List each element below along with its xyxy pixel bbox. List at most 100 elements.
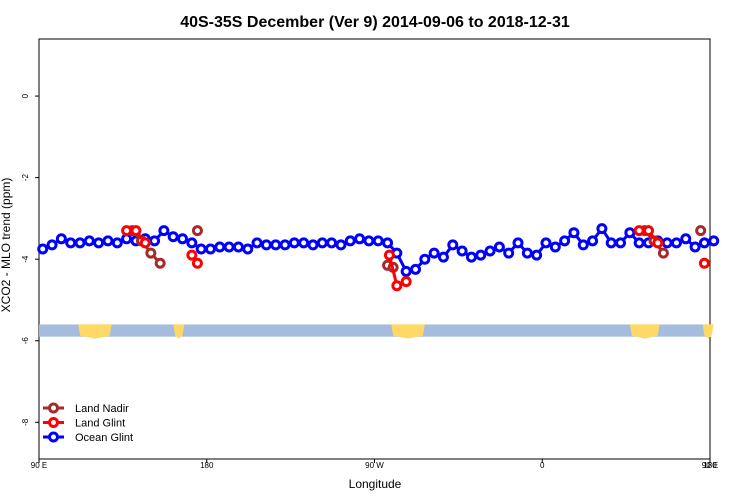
- data-point: [400, 265, 412, 277]
- series-land-glint: [121, 225, 710, 292]
- data-point: [191, 225, 203, 237]
- y-tick-label: -4: [21, 255, 30, 263]
- land-patch-south-america: [391, 324, 425, 339]
- data-point: [83, 235, 95, 247]
- data-point: [102, 235, 114, 247]
- data-point: [652, 237, 664, 249]
- data-point: [55, 233, 67, 245]
- data-point: [149, 235, 161, 247]
- data-point: [531, 249, 543, 261]
- data-point: [65, 237, 77, 249]
- data-point: [145, 247, 157, 259]
- y-tick-label: 0: [21, 93, 30, 98]
- data-point: [437, 251, 449, 263]
- data-point: [633, 237, 645, 249]
- x-tick-label: 90 W: [365, 461, 384, 470]
- land-patch-nz: [173, 324, 185, 339]
- data-point: [270, 239, 282, 251]
- y-tick-label: -2: [21, 174, 30, 182]
- legend-label: Land Nadir: [75, 403, 129, 415]
- data-point: [154, 257, 166, 269]
- x-tick-label: 90 E: [31, 461, 47, 470]
- data-point: [298, 237, 310, 249]
- land-patch-australia-2: [629, 324, 660, 339]
- data-point: [288, 237, 300, 249]
- plot-frame: [38, 38, 711, 460]
- data-point: [708, 235, 720, 247]
- data-point: [335, 239, 347, 251]
- data-point: [316, 237, 328, 249]
- y-tick-label: -6: [21, 337, 30, 345]
- data-point: [214, 241, 226, 253]
- data-point: [680, 233, 692, 245]
- data-point: [223, 241, 235, 253]
- data-point: [195, 243, 207, 255]
- data-point: [410, 263, 422, 275]
- data-point: [484, 245, 496, 257]
- x-tick-label: 180: [703, 461, 717, 470]
- data-point: [177, 233, 189, 245]
- data-point: [493, 241, 505, 253]
- data-point: [661, 237, 673, 249]
- legend: Land Nadir Land Glint Ocean Glint: [43, 402, 133, 444]
- land-ocean-band: [39, 324, 714, 339]
- data-point: [670, 237, 682, 249]
- data-point: [695, 225, 707, 237]
- data-point: [605, 237, 617, 249]
- legend-marker: [48, 417, 59, 428]
- y-axis: 0 -2 -4 -6 -8: [21, 93, 39, 426]
- data-point: [689, 241, 701, 253]
- series-layer: [37, 223, 720, 292]
- data-point: [363, 235, 375, 247]
- data-point: [186, 237, 198, 249]
- data-point: [260, 239, 272, 251]
- data-point: [503, 247, 515, 259]
- data-point: [391, 280, 403, 292]
- data-point: [204, 243, 216, 255]
- data-point: [512, 237, 524, 249]
- data-point: [37, 243, 49, 255]
- data-point: [447, 239, 459, 251]
- data-point: [587, 235, 599, 247]
- data-point: [642, 225, 654, 237]
- data-point: [130, 225, 142, 237]
- land-patch-nz-2: [702, 324, 714, 339]
- x-tick-label: 180: [200, 461, 214, 470]
- data-point: [400, 276, 412, 288]
- data-point: [242, 243, 254, 255]
- data-point: [540, 237, 552, 249]
- data-point: [46, 239, 58, 251]
- x-tick-label: 90 E: [702, 461, 718, 470]
- data-point: [74, 237, 86, 249]
- data-point: [633, 225, 645, 237]
- legend-label: Land Glint: [75, 418, 125, 430]
- data-point: [326, 237, 338, 249]
- data-point: [279, 239, 291, 251]
- data-point: [456, 245, 468, 257]
- data-point: [139, 237, 151, 249]
- data-point: [596, 223, 608, 235]
- data-point: [624, 227, 636, 239]
- chart-title: 40S-35S December (Ver 9) 2014-09-06 to 2…: [180, 14, 570, 31]
- y-axis-title: XCO2 - MLO trend (ppm): [0, 178, 13, 313]
- legend-marker: [48, 402, 59, 414]
- x-tick-label: 0: [540, 461, 545, 470]
- data-point: [577, 239, 589, 251]
- y-tick-label: -8: [21, 418, 30, 426]
- data-point: [549, 241, 561, 253]
- data-point: [428, 247, 440, 259]
- data-point: [232, 241, 244, 253]
- data-point: [383, 249, 395, 261]
- data-point: [372, 235, 384, 247]
- data-point: [167, 231, 179, 243]
- data-point: [559, 235, 571, 247]
- data-point: [698, 237, 710, 249]
- x-axis-title: Longitude: [349, 477, 402, 491]
- data-point: [307, 239, 319, 251]
- data-point: [344, 235, 356, 247]
- data-point: [521, 247, 533, 259]
- data-point: [121, 225, 133, 237]
- ocean-band: [39, 324, 710, 337]
